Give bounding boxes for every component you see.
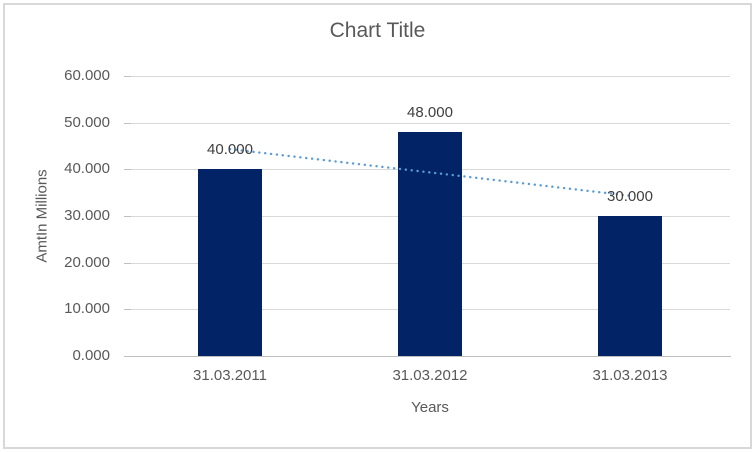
y-tick-mark (124, 122, 131, 124)
bar-31.03.2013[interactable] (598, 216, 662, 356)
x-axis-line (128, 356, 731, 357)
y-tick-mark (124, 309, 131, 311)
bar-value-label: 48.000 (407, 104, 453, 121)
trendline-path[interactable] (228, 147, 632, 197)
y-tick-label: 30.000 (64, 207, 110, 224)
y-tick-label: 0.000 (72, 347, 110, 364)
bar-31.03.2012[interactable] (398, 132, 462, 356)
y-tick-label: 10.000 (64, 300, 110, 318)
chart-title[interactable]: Chart Title (329, 19, 426, 42)
trendline[interactable] (130, 76, 730, 356)
x-tick-label: 31.03.2011 (193, 367, 267, 384)
plot-area: 40.000 48.000 30.000 (130, 76, 730, 356)
gridline-60.000 (130, 76, 730, 77)
x-axis-title[interactable]: Years (411, 399, 449, 416)
bar-value-label: 40.000 (207, 141, 253, 159)
y-tick-label: 40.000 (64, 160, 110, 178)
bar-value-label: 30.000 (607, 188, 653, 205)
x-tick-label: 31.03.2012 (392, 367, 468, 384)
y-tick-label: 50.000 (64, 113, 110, 131)
bar-31.03.2011[interactable] (198, 169, 262, 356)
y-tick-mark (124, 76, 131, 77)
y-tick-label: 60.000 (64, 67, 110, 84)
y-tick-mark (124, 169, 131, 171)
gridline-50.000 (130, 122, 730, 124)
y-tick-mark (124, 216, 131, 217)
y-tick-mark (124, 356, 131, 357)
x-tick-label: 31.03.2013 (592, 367, 668, 384)
y-tick-label: 20.000 (64, 253, 110, 271)
y-tick-mark (124, 262, 131, 264)
